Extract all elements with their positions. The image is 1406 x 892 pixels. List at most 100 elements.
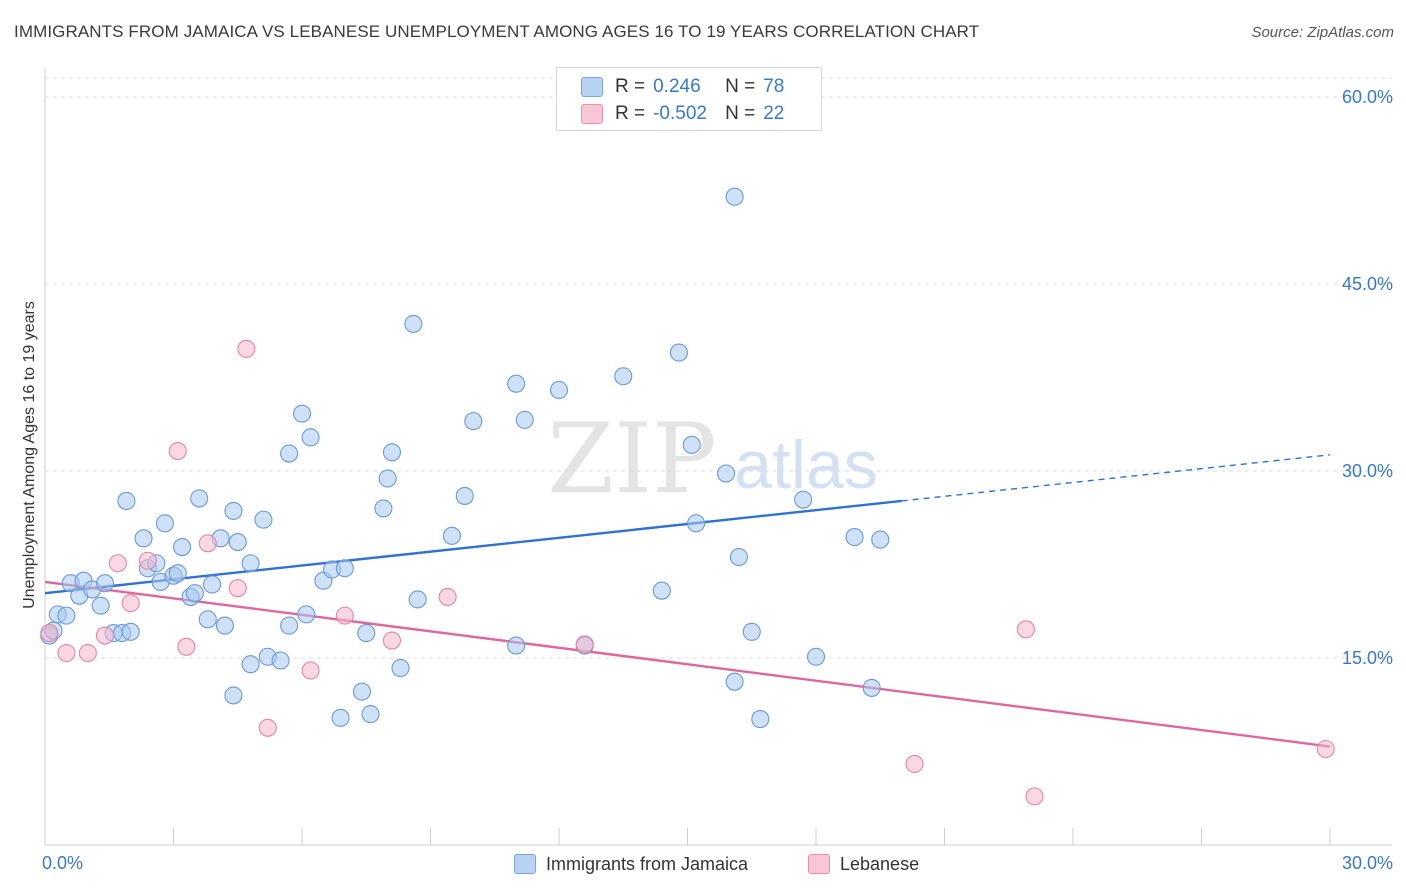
data-point: [177, 637, 196, 656]
trend-line-extension: [901, 454, 1331, 502]
trend-lines: [44, 454, 1331, 748]
legend-n-value: 22: [763, 103, 785, 124]
series-lebanese: [40, 339, 1335, 806]
data-point: [408, 590, 427, 609]
legend-n-label: N =: [725, 76, 756, 97]
data-point: [352, 682, 372, 701]
data-point: [57, 606, 76, 625]
data-point: [155, 514, 174, 533]
bottom-legend-label: Lebanese: [840, 853, 920, 874]
legend-n-label: N =: [725, 103, 756, 124]
data-point: [716, 464, 736, 483]
data-point: [185, 584, 204, 603]
tick-labels: 15.0% 30.0% 45.0% 60.0% 0.0% 30.0%: [42, 87, 1393, 873]
data-point: [280, 616, 299, 635]
data-point: [862, 678, 881, 697]
data-point: [168, 442, 187, 461]
data-point: [117, 491, 136, 510]
data-point: [168, 564, 187, 583]
y-tick-label: 45.0%: [1342, 274, 1393, 294]
data-point: [280, 444, 299, 463]
data-point: [95, 574, 115, 593]
bottom-legend-swatch-lebanese: [808, 854, 830, 874]
y-tick-label: 30.0%: [1342, 461, 1393, 481]
data-point: [241, 655, 260, 674]
data-point: [905, 754, 924, 774]
data-point: [1016, 620, 1035, 639]
data-point: [614, 367, 633, 386]
data-point: [40, 624, 59, 643]
bottom-legend-swatch-jamaica: [514, 854, 536, 874]
y-axis-title: Unemployment Among Ages 16 to 19 years: [21, 301, 38, 609]
bottom-legend-label: Immigrants from Jamaica: [546, 853, 749, 874]
data-point: [507, 636, 526, 655]
data-point: [382, 631, 402, 650]
axes: [44, 68, 1392, 846]
data-point: [331, 708, 350, 727]
data-point: [121, 622, 140, 641]
data-point: [751, 710, 770, 729]
data-point: [203, 575, 222, 594]
data-point: [438, 587, 457, 606]
data-point: [271, 651, 290, 670]
data-point: [78, 643, 97, 663]
data-point: [241, 554, 260, 573]
data-point: [224, 686, 243, 705]
data-point: [455, 486, 474, 505]
data-point: [549, 380, 569, 400]
data-point: [138, 551, 157, 570]
data-point: [682, 435, 701, 454]
y-tick-label: 15.0%: [1342, 648, 1393, 668]
trend-line-lebanese: [44, 580, 1331, 748]
legend-r-value: 0.246: [653, 76, 701, 97]
data-point: [845, 528, 864, 547]
data-point: [575, 635, 594, 654]
data-point: [228, 579, 247, 598]
data-point: [687, 514, 706, 533]
series-jamaica: [40, 187, 890, 729]
data-point: [404, 314, 423, 333]
data-point: [297, 605, 316, 624]
legend-r-label: R =: [615, 76, 646, 97]
data-point: [224, 501, 243, 520]
bottom-legend-jamaica: Immigrants from Jamaica: [514, 852, 748, 876]
data-point: [134, 529, 153, 548]
data-point: [254, 510, 273, 529]
data-point: [357, 624, 376, 643]
data-point: [374, 499, 393, 518]
data-point: [301, 661, 320, 680]
data-point: [742, 622, 761, 641]
data-points: [40, 187, 1335, 806]
data-point: [361, 705, 380, 724]
legend-r-label: R =: [615, 103, 646, 124]
data-point: [725, 187, 744, 206]
data-point: [442, 526, 461, 545]
data-point: [198, 610, 217, 629]
data-point: [190, 489, 209, 508]
legend-row-lebanese: R = -0.502 N = 22: [581, 101, 784, 127]
data-point: [669, 343, 688, 362]
stats-legend: R = 0.246 N = 78 R = -0.502 N = 22: [556, 67, 822, 131]
data-point: [806, 647, 826, 666]
data-point: [335, 559, 354, 578]
legend-n-value: 78: [763, 76, 785, 97]
data-point: [725, 672, 744, 691]
data-point: [237, 339, 256, 358]
source-label: Source: ZipAtlas.com: [1251, 24, 1394, 41]
data-point: [301, 428, 320, 447]
data-point: [391, 658, 410, 678]
data-point: [215, 616, 234, 635]
trend-line-jamaica: [44, 499, 902, 595]
x-tick-label: 30.0%: [1342, 853, 1393, 873]
data-point: [729, 547, 748, 567]
data-point: [108, 554, 127, 573]
legend-swatch-lebanese: [581, 104, 603, 124]
data-point: [378, 469, 397, 488]
data-point: [1025, 787, 1044, 806]
x-tick-label: 0.0%: [42, 853, 83, 873]
data-point: [871, 530, 890, 549]
data-point: [91, 596, 110, 615]
data-point: [173, 537, 192, 557]
data-point: [794, 490, 813, 509]
